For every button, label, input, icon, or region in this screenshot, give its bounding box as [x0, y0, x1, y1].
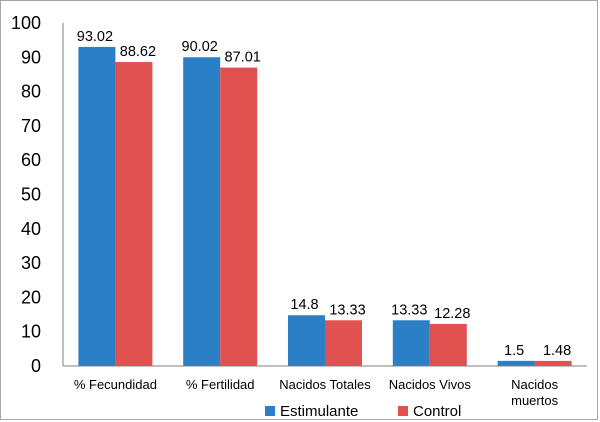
category-label: % Fecundidad: [74, 377, 157, 392]
y-tick-label: 50: [21, 185, 41, 205]
category-labels-group: % Fecundidad % Fertilidad Nacidos Totales N…: [74, 377, 559, 408]
category-label: muertos: [511, 393, 558, 408]
data-label: 1.48: [543, 343, 571, 359]
bar-control: [534, 360, 572, 366]
category-label: Nacidos Totales: [279, 377, 371, 392]
data-label: 87.01: [225, 50, 261, 66]
y-tick-label: 80: [21, 82, 41, 102]
legend-label-control: Control: [413, 403, 461, 420]
bar-estimulante: [288, 315, 325, 366]
y-tick-label: 10: [21, 322, 41, 342]
bar-control: [220, 67, 258, 367]
data-label: 14.8: [290, 297, 318, 313]
y-tick-label: 70: [21, 116, 41, 136]
legend: Estimulante Control: [265, 403, 461, 420]
y-tick-label: 30: [21, 253, 41, 273]
data-label: 88.62: [120, 44, 156, 60]
y-tick-label: 90: [21, 47, 41, 67]
data-labels-group: 93.02 88.62 90.02 87.01 14.8 13.33 13.33 12.28 1…: [77, 29, 571, 359]
y-axis-ticks: 0 10 20 30 40 50 60 70 80 90 100: [11, 13, 41, 376]
bar-estimulante: [392, 320, 430, 366]
category-label: Nacidos: [511, 377, 558, 392]
category-label: % Fertilidad: [186, 377, 255, 392]
legend-swatch-estimulante: [265, 406, 275, 416]
bar-control: [325, 320, 362, 366]
bar-control: [115, 62, 153, 367]
bar-estimulante: [78, 46, 116, 366]
bar-estimulante: [497, 360, 535, 366]
data-label: 13.33: [329, 302, 365, 318]
data-label: 12.28: [434, 306, 470, 322]
category-label: Nacidos Vivos: [389, 377, 472, 392]
data-label: 90.02: [182, 39, 218, 55]
y-tick-label: 40: [21, 219, 41, 239]
data-label: 1.5: [504, 343, 524, 359]
bar-estimulante: [183, 57, 221, 367]
data-label: 93.02: [77, 29, 113, 45]
y-tick-label: 60: [21, 150, 41, 170]
data-label: 13.33: [391, 302, 427, 318]
y-tick-label: 20: [21, 287, 41, 307]
bar-control: [429, 323, 467, 366]
legend-swatch-control: [398, 406, 408, 416]
y-tick-label: 100: [11, 13, 41, 33]
legend-label-estimulante: Estimulante: [280, 403, 358, 420]
y-tick-label: 0: [31, 356, 41, 376]
bars-group: [78, 46, 572, 367]
